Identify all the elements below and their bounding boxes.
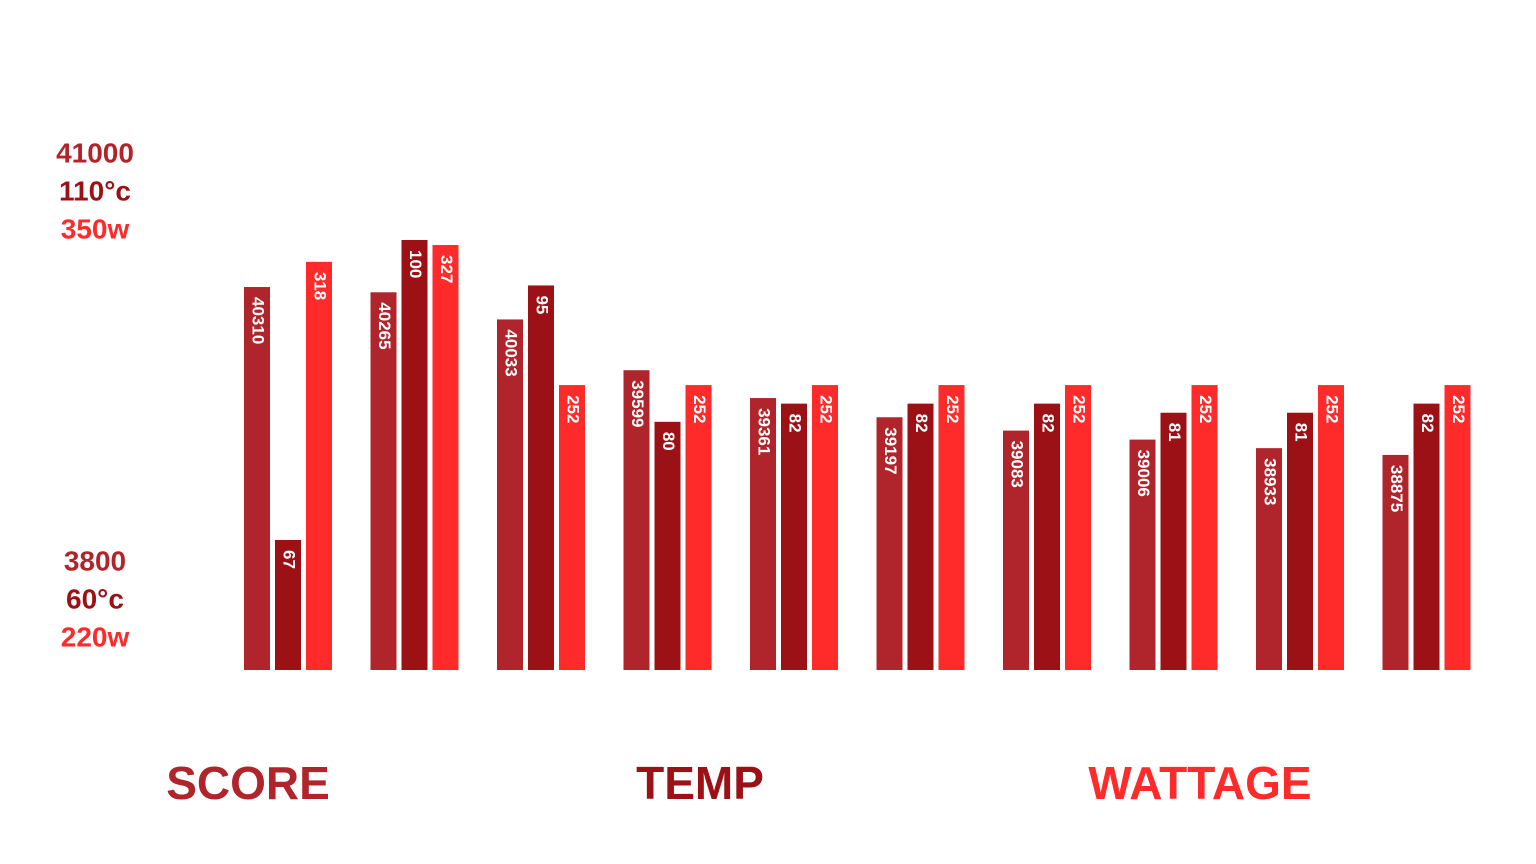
bar <box>1065 385 1091 670</box>
bar <box>812 385 838 670</box>
bar-value-label: 38933 <box>1261 458 1280 505</box>
bar <box>1003 430 1029 670</box>
bar <box>1444 385 1471 670</box>
bar <box>244 287 270 670</box>
bar-value-label: 39083 <box>1008 441 1027 488</box>
legend-label: SCORE <box>166 757 330 809</box>
bar-value-label: 100 <box>406 250 425 278</box>
bar <box>781 403 807 670</box>
bar <box>432 245 459 670</box>
bar-value-label: 95 <box>533 295 552 314</box>
bar-value-label: 81 <box>1292 423 1311 442</box>
bar-value-label: 82 <box>786 414 805 433</box>
bar-value-label: 318 <box>311 272 330 300</box>
bar-value-label: 38875 <box>1387 465 1406 512</box>
axis-label: 110°c <box>59 175 131 206</box>
axis-label: 41000 <box>56 137 134 168</box>
axis-label: 350w <box>61 213 130 244</box>
bar-value-label: 39599 <box>628 380 647 427</box>
bar <box>876 417 903 670</box>
bar <box>1034 403 1060 670</box>
bar-value-label: 40033 <box>502 329 521 376</box>
bar-value-label: 82 <box>1418 414 1437 433</box>
bar-value-label: 252 <box>690 395 709 423</box>
bar-value-label: 81 <box>1165 423 1184 442</box>
bar-value-label: 252 <box>1070 395 1089 423</box>
bar-value-label: 252 <box>817 395 836 423</box>
bar <box>1256 448 1282 670</box>
bar <box>1191 385 1218 670</box>
bar-value-label: 252 <box>564 395 583 423</box>
bar <box>559 385 585 670</box>
bar-value-label: 80 <box>659 432 678 451</box>
bar-value-label: 40265 <box>375 302 394 349</box>
bar <box>275 540 301 670</box>
bar-value-label: 327 <box>437 255 456 283</box>
bar <box>938 385 965 670</box>
axis-label: 220w <box>61 621 130 652</box>
bar-value-label: 39006 <box>1134 450 1153 497</box>
bar-value-label: 39361 <box>755 408 774 455</box>
bar <box>306 261 332 670</box>
bar <box>528 285 554 670</box>
bar <box>750 398 776 670</box>
bar-value-label: 82 <box>1039 414 1058 433</box>
bar-value-label: 252 <box>943 395 962 423</box>
bar <box>1160 412 1187 670</box>
bar <box>623 370 650 670</box>
legend-label: TEMP <box>636 757 764 809</box>
axis-label: 3800 <box>64 545 126 576</box>
axis-label: 60°c <box>66 583 124 614</box>
bar-value-label: 82 <box>912 414 931 433</box>
bar-value-label: 252 <box>1449 395 1468 423</box>
bar <box>401 240 428 670</box>
bar <box>1287 412 1313 670</box>
bar <box>1382 454 1409 670</box>
bar <box>685 385 712 670</box>
bar <box>907 403 934 670</box>
bar <box>497 319 523 670</box>
bar-value-label: 40310 <box>249 297 268 344</box>
bar-value-label: 252 <box>1323 395 1342 423</box>
bar <box>1129 439 1156 670</box>
bar-value-label: 39197 <box>881 427 900 474</box>
bar <box>370 292 397 670</box>
bar <box>1413 403 1440 670</box>
bar <box>1318 385 1344 670</box>
bar-value-label: 252 <box>1196 395 1215 423</box>
legend-label: WATTAGE <box>1088 757 1311 809</box>
bar-value-label: 67 <box>280 550 299 569</box>
bar <box>654 421 681 670</box>
